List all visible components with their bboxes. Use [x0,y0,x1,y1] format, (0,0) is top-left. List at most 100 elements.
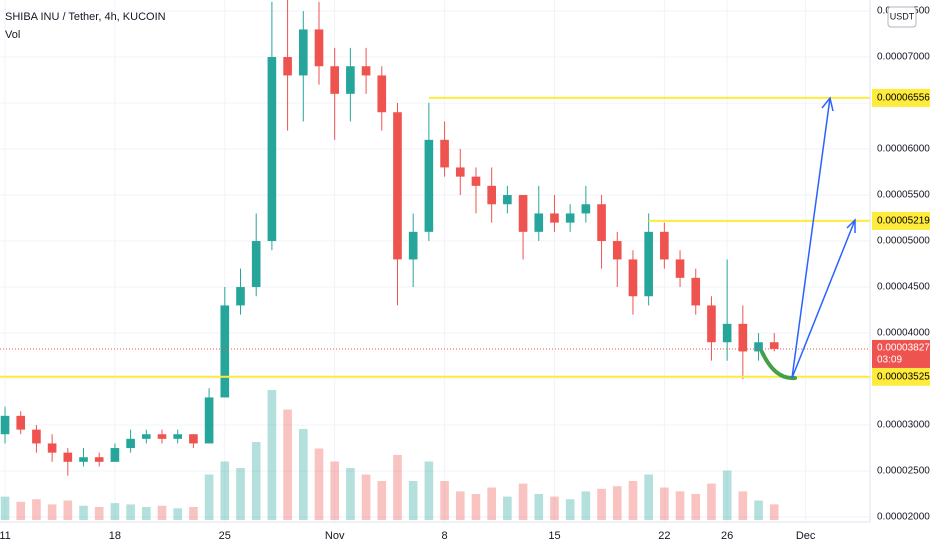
candle-body [220,305,230,398]
volume-bar [644,474,653,520]
arrow-head [821,96,834,112]
y-tick-label: 0.00005000 [877,236,930,247]
level-label: 0.00006556 [877,93,930,104]
volume-bar [597,488,606,520]
candle-body [722,323,732,343]
volume-bar [628,481,638,520]
y-tick-label: 0.00002000 [877,512,930,523]
candle-body [236,287,245,306]
volume-bar [189,507,198,520]
y-tick-label: 0.00003000 [877,420,930,431]
candle-body [628,259,638,297]
candle-body [754,342,763,352]
candle-body [612,241,622,260]
volume-bar [503,496,512,520]
y-tick-label: 0.00004500 [877,282,930,293]
arrow-head [846,218,856,233]
candle-body [565,213,575,223]
candle-body [503,195,512,205]
volume-bar [550,496,559,520]
x-tick-label: 22 [658,530,670,542]
y-tick-label: 0.00004000 [877,328,930,339]
candle-body [377,75,387,113]
volume-bar [455,491,465,520]
volume-bar [220,461,230,520]
volume-bar [16,501,26,520]
candle-body [707,305,716,343]
candle-body [660,231,669,260]
level-label-box [872,367,930,386]
volume-bar [110,503,120,520]
candle-body [346,66,355,94]
plot-area [0,0,870,522]
x-tick-label: Nov [325,530,345,542]
volume-bar [314,448,324,520]
chart-title: SHIBA INU / Tether, 4h, KUCOIN [5,11,166,23]
volume-bar [487,487,496,520]
arrows [791,96,856,379]
candle-body [63,452,73,462]
x-tick-label: 15 [548,530,560,542]
candle-body [251,241,261,288]
volume-bar [94,507,104,520]
volume-bar [769,504,779,520]
currency-button[interactable] [887,6,917,28]
volume-bar [298,429,308,520]
candle-body [173,434,183,439]
volume-bar [251,442,261,520]
x-tick-label: 8 [442,530,448,542]
candle-body [298,29,308,76]
volume-bar [612,486,622,520]
candle-body [47,443,57,453]
x-tick-label: 11 [0,530,11,542]
volume-bar [0,496,10,520]
volume-bar [267,390,277,520]
x-tick-label: 25 [219,530,231,542]
volume-bar [236,468,245,520]
candle-body [487,185,496,205]
candle-body [691,277,701,306]
candle-body [644,231,653,297]
candle-body [314,29,324,67]
volume-bar [283,409,292,520]
candle-body [393,112,402,260]
candle-body [738,323,748,352]
level-label: 0.00005219 [877,216,930,227]
volume-bar [424,461,434,520]
volume-bar [581,491,591,520]
volume-bar [157,505,167,520]
volume-bar [440,481,449,520]
volume-bar [330,461,340,520]
countdown-label: 03:09 [877,355,902,366]
volume-bar [707,483,716,520]
candle-body [424,139,434,232]
volume-bar [346,468,355,520]
candle-body [126,438,135,449]
volume-bar [518,483,528,520]
candle-body [79,457,88,462]
currency-label[interactable]: USDT [890,11,915,21]
candle-body [518,195,528,232]
candle-body [361,66,371,76]
volume-bar [722,470,732,520]
candle-body [32,429,41,444]
volume-bar [675,491,685,520]
candle-body [675,259,685,278]
y-tick-label: 0.00002500 [877,466,930,477]
green-curve [760,350,797,381]
candle-body [408,231,418,260]
level-label-box [872,211,930,230]
x-tick-label: 26 [721,530,733,542]
axes: 0.000020000.000025000.000030000.00003500… [0,6,930,542]
volume-bar [534,494,544,520]
volume-bar [361,474,371,520]
volume-bar [738,491,748,520]
x-tick-label: Dec [796,530,816,542]
candle-body [455,167,465,177]
candle-body [330,66,340,94]
x-tick-label: 18 [109,530,121,542]
candle-body [94,457,104,462]
candle-body [283,57,292,76]
volume-bar [141,507,151,520]
